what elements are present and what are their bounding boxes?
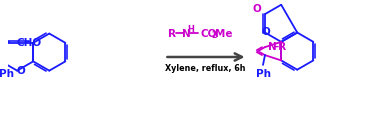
Text: CO: CO [201,28,217,38]
Text: N: N [268,42,277,52]
Text: H: H [187,25,194,34]
Text: CHO: CHO [17,38,42,47]
Text: Ph: Ph [256,68,271,78]
Text: Me: Me [215,28,232,38]
Text: O: O [262,26,271,36]
Text: –R: –R [274,42,287,52]
Text: R: R [168,28,176,38]
Text: 2: 2 [211,31,217,40]
Text: Ph: Ph [0,69,14,78]
Text: O: O [252,4,261,14]
Text: O: O [17,65,25,75]
Text: N: N [181,28,191,38]
Text: Xylene, reflux, 6h: Xylene, reflux, 6h [165,64,246,73]
